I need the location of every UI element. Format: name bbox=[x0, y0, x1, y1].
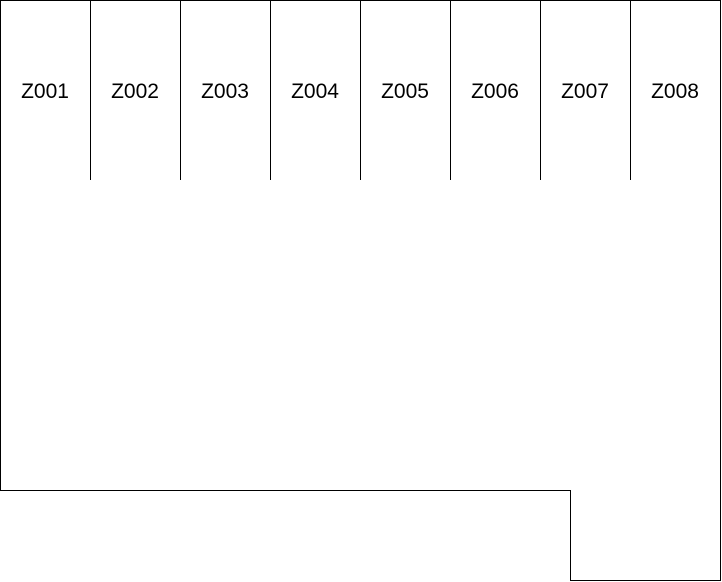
zone-label-z004: Z004 bbox=[291, 80, 339, 103]
zone-label-z003: Z003 bbox=[201, 80, 249, 103]
zone-label-z008: Z008 bbox=[651, 80, 699, 103]
zone-label-z007: Z007 bbox=[561, 80, 609, 103]
zone-label-z006: Z006 bbox=[471, 80, 519, 103]
zone-label-z005: Z005 bbox=[381, 80, 429, 103]
zone-label-z001: Z001 bbox=[21, 80, 69, 103]
zone-label-z002: Z002 bbox=[111, 80, 159, 103]
